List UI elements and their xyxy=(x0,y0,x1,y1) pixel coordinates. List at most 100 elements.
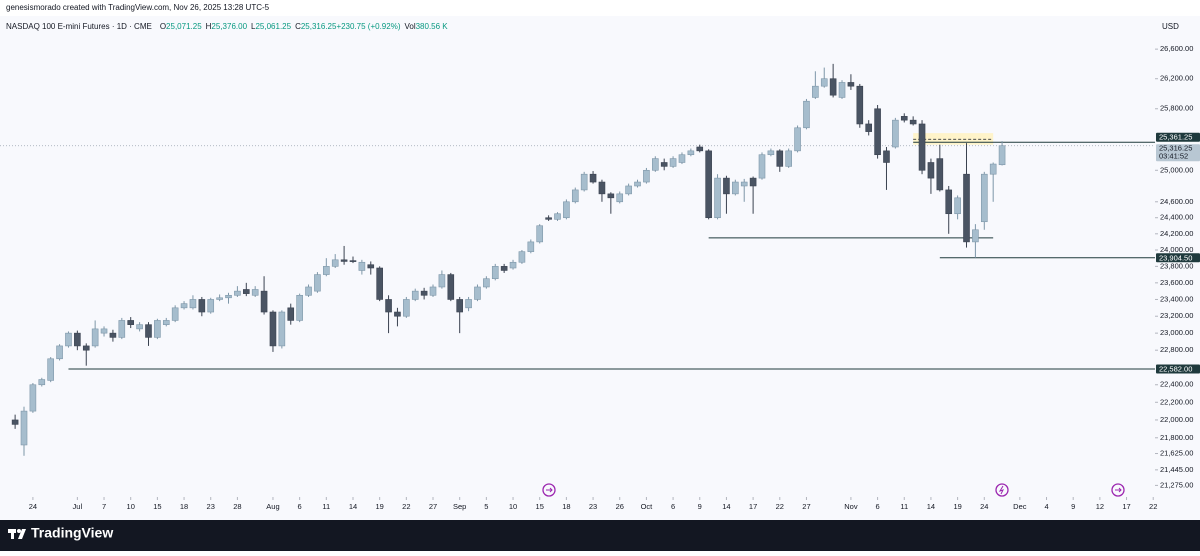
legend-value: 25,061.25 xyxy=(255,22,291,31)
x-tick-label: 23 xyxy=(207,502,215,511)
candle-body xyxy=(554,213,561,220)
candle-body xyxy=(38,379,46,386)
brand-logo xyxy=(8,529,26,539)
x-tick-label: 19 xyxy=(953,502,961,511)
candle-body xyxy=(545,217,552,220)
x-tick-label: 18 xyxy=(180,502,188,511)
y-tick-label: 23,800.00 xyxy=(1160,261,1193,270)
x-tick-label: 10 xyxy=(127,502,135,511)
x-tick-label: 17 xyxy=(1122,502,1130,511)
candle-body xyxy=(918,123,926,171)
y-tick-label: 23,200.00 xyxy=(1160,311,1193,320)
candle-body xyxy=(625,185,632,195)
x-tick-label: 12 xyxy=(1096,502,1104,511)
level-label: 22,582.00 xyxy=(1159,364,1192,373)
candle-body xyxy=(749,177,757,187)
y-tick-label: 24,400.00 xyxy=(1160,213,1193,222)
candle-body xyxy=(154,320,161,338)
y-tick-label: 22,400.00 xyxy=(1160,380,1193,389)
y-tick-label: 22,200.00 xyxy=(1160,397,1193,406)
candle-body xyxy=(660,162,668,167)
candle-body xyxy=(936,158,944,191)
candle-body xyxy=(812,85,819,98)
candle-body xyxy=(758,154,766,179)
candle-body xyxy=(696,146,704,152)
candle-body xyxy=(11,419,19,425)
x-tick-label: 14 xyxy=(722,502,730,511)
candle-body xyxy=(927,162,935,179)
legend-key: H xyxy=(206,22,212,31)
candle-body xyxy=(909,119,917,125)
y-tick-label: 21,275.00 xyxy=(1160,480,1193,489)
candle-body xyxy=(118,320,126,338)
candle-body xyxy=(954,197,961,215)
candle-body xyxy=(29,384,37,412)
x-tick-label: 11 xyxy=(322,502,330,511)
legend-value: 25,316.25 xyxy=(301,22,337,31)
candle-body xyxy=(465,299,472,309)
candle-body xyxy=(571,189,579,203)
legend: NASDAQ 100 E-mini Futures · 1D · CME O25,… xyxy=(6,22,448,31)
x-tick-label: 22 xyxy=(776,502,784,511)
candle-body xyxy=(563,201,570,219)
candle-body xyxy=(589,173,597,183)
candle-body xyxy=(216,297,223,300)
x-tick-label: Aug xyxy=(266,502,279,511)
candle-body xyxy=(518,251,526,263)
candle-body xyxy=(180,303,188,309)
candle-body xyxy=(260,290,268,313)
y-tick-label: 24,200.00 xyxy=(1160,229,1193,238)
x-tick-label: 9 xyxy=(698,502,702,511)
candle-body xyxy=(305,286,312,296)
candle-body xyxy=(474,286,481,300)
candle-body xyxy=(189,299,197,309)
x-tick-label: 22 xyxy=(402,502,410,511)
x-tick-label: 26 xyxy=(616,502,624,511)
candle-body xyxy=(331,259,339,267)
candle-body xyxy=(669,158,677,167)
candle-body xyxy=(287,307,295,321)
x-tick-label: 22 xyxy=(1149,502,1157,511)
candle-body xyxy=(678,154,686,163)
x-tick-label: 9 xyxy=(1071,502,1075,511)
candle-body xyxy=(171,307,179,321)
candle-body xyxy=(109,332,117,338)
x-tick-label: Nov xyxy=(844,502,858,511)
x-tick-label: Dec xyxy=(1013,502,1027,511)
level-label-box xyxy=(1156,364,1200,374)
candle-body xyxy=(874,108,881,156)
candle-body xyxy=(483,278,490,288)
candle-body xyxy=(323,266,330,275)
candle-body xyxy=(91,328,99,347)
x-tick-label: 15 xyxy=(536,502,544,511)
candle-body xyxy=(820,78,828,87)
currency: USD xyxy=(1162,22,1179,31)
candle-body xyxy=(438,274,446,288)
candle-body xyxy=(652,158,659,171)
level-label: 23,904.50 xyxy=(1159,253,1192,262)
y-tick-label: 21,445.00 xyxy=(1160,465,1193,474)
candle-body xyxy=(723,177,730,195)
candle-body xyxy=(420,290,428,296)
x-tick-label: 4 xyxy=(1044,502,1048,511)
candle-body xyxy=(47,358,54,381)
candle-body xyxy=(456,299,463,313)
x-tick-label: 6 xyxy=(298,502,302,511)
candle-body xyxy=(340,259,348,262)
candle-body xyxy=(234,290,241,296)
y-tick-label: 21,625.00 xyxy=(1160,449,1193,458)
candle-body xyxy=(74,332,81,347)
candle-body xyxy=(580,173,588,191)
candle-body xyxy=(385,299,392,313)
event-icons xyxy=(542,483,1125,497)
candle-body xyxy=(900,116,908,121)
y-tick-label: 24,600.00 xyxy=(1160,197,1193,206)
x-tick-label: 28 xyxy=(233,502,241,511)
candle-body xyxy=(643,169,650,183)
candle-body xyxy=(856,85,864,125)
x-tick-label: 5 xyxy=(484,502,488,511)
x-tick-label: 24 xyxy=(980,502,988,511)
candle-body xyxy=(349,260,357,262)
x-tick-label: 6 xyxy=(671,502,675,511)
candle-body xyxy=(296,294,303,321)
